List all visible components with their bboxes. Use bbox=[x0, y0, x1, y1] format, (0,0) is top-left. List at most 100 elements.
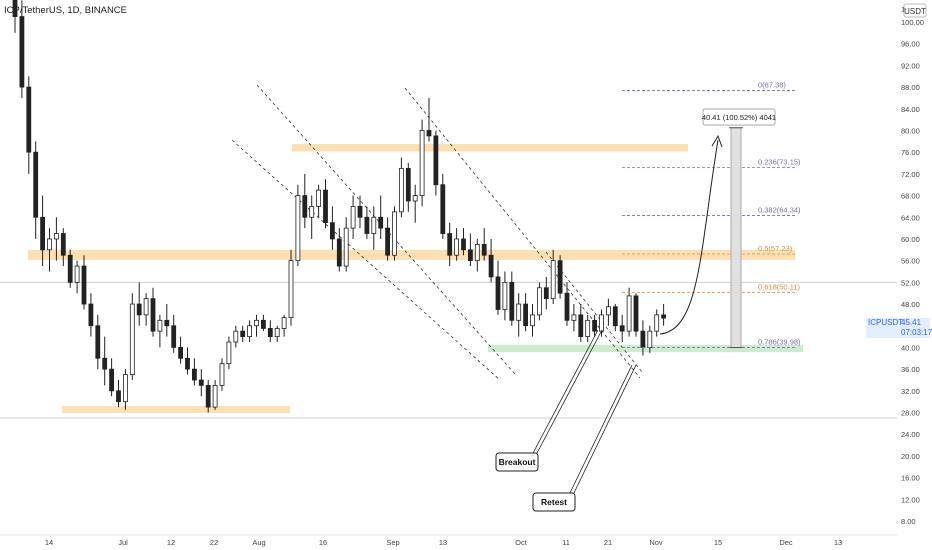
price-tick: 72.00 bbox=[901, 170, 920, 179]
candle-body bbox=[178, 347, 184, 359]
candle-body bbox=[26, 86, 32, 153]
candle-body bbox=[109, 368, 114, 392]
candle-body bbox=[419, 130, 425, 196]
candle-body bbox=[67, 254, 73, 283]
price-tick: 92.00 bbox=[901, 61, 920, 70]
candle-body bbox=[54, 233, 59, 240]
fib-label: 0(87.38) bbox=[758, 80, 786, 89]
price-tick: 68.00 bbox=[901, 192, 920, 201]
price-tick: 48.00 bbox=[901, 300, 920, 309]
candle-body bbox=[626, 295, 632, 332]
time-tick: 21 bbox=[604, 538, 612, 547]
candle-body bbox=[371, 216, 377, 234]
time-tick: 12 bbox=[167, 538, 175, 547]
time-tick: 14 bbox=[45, 538, 53, 547]
candle-body bbox=[191, 368, 197, 381]
candle-body bbox=[136, 303, 142, 316]
measure-label: 40.41 (100.52%) 4041 bbox=[702, 113, 776, 122]
candle-body bbox=[198, 379, 204, 386]
channel-line-2 bbox=[231, 139, 501, 381]
candle-body bbox=[47, 238, 52, 251]
projection-curve bbox=[659, 139, 719, 335]
candle-body bbox=[412, 195, 418, 202]
candle-body bbox=[123, 374, 128, 403]
price-tick: 12.00 bbox=[901, 495, 920, 504]
callouts-layer: Breakout Retest bbox=[495, 329, 637, 512]
candle-body bbox=[164, 319, 170, 327]
price-tick: 36.00 bbox=[901, 365, 920, 374]
candle-body bbox=[81, 265, 87, 305]
candle-body bbox=[474, 243, 480, 262]
zone-support-green bbox=[488, 344, 803, 353]
currency-badge bbox=[903, 3, 927, 18]
candle-body bbox=[336, 238, 342, 267]
price-tick: 28.00 bbox=[901, 409, 920, 418]
time-tick: 13 bbox=[834, 538, 842, 547]
candle-body bbox=[40, 216, 45, 251]
candle-body bbox=[461, 238, 466, 251]
candle-body bbox=[102, 357, 108, 370]
grid-layer bbox=[0, 281, 897, 419]
candle-body bbox=[385, 227, 391, 256]
candle-body bbox=[495, 276, 501, 310]
price-tick: 40.00 bbox=[901, 343, 920, 352]
callout-leader bbox=[535, 329, 603, 456]
candle-body bbox=[392, 211, 397, 256]
candle-body bbox=[467, 249, 473, 262]
candle-body bbox=[316, 189, 322, 207]
candle-body bbox=[619, 325, 625, 332]
time-axis[interactable]: 14 Jul 12 22 Aug 16 Sep 13 Oct 11 21 Nov 15 Dec 13 bbox=[0, 534, 897, 547]
candle-body bbox=[599, 314, 604, 332]
candle-body bbox=[654, 314, 660, 332]
candle-body bbox=[212, 385, 218, 408]
callout-label-retest: Retest bbox=[541, 497, 567, 507]
candle-body bbox=[454, 238, 460, 256]
candle-body bbox=[233, 330, 239, 343]
candle-body bbox=[288, 260, 294, 319]
candle-body bbox=[247, 325, 253, 337]
candle-body bbox=[509, 281, 515, 321]
candle-body bbox=[571, 314, 577, 321]
price-axis[interactable]: 1.00100.0096.0092.0088.0084.0080.0076.00… bbox=[866, 0, 932, 550]
last-price-symbol: ICPUSDT bbox=[868, 318, 903, 327]
candle-body bbox=[260, 319, 266, 329]
candle-body bbox=[88, 303, 94, 327]
candle-body bbox=[19, 16, 25, 88]
candle-body bbox=[205, 385, 211, 408]
candle-body bbox=[578, 314, 584, 337]
price-tick: 100.00 bbox=[901, 18, 924, 27]
time-axis-ticks: 14 Jul 12 22 Aug 16 Sep 13 Oct 11 21 Nov 15 Dec 13 bbox=[45, 538, 842, 547]
candle-body bbox=[323, 189, 328, 224]
candle-body bbox=[364, 216, 370, 234]
candle-body bbox=[295, 195, 301, 262]
candle-body bbox=[350, 206, 356, 229]
candle-body bbox=[592, 319, 597, 332]
time-tick: Aug bbox=[252, 538, 265, 547]
candle-body bbox=[33, 151, 39, 218]
candle-body bbox=[150, 298, 156, 332]
time-tick: Sep bbox=[386, 538, 399, 547]
candle-body bbox=[254, 319, 259, 327]
candle-body bbox=[185, 357, 190, 370]
time-tick: Jul bbox=[118, 538, 128, 547]
measure-label-box bbox=[702, 108, 776, 126]
candle-body bbox=[329, 222, 335, 240]
candle-body bbox=[74, 265, 80, 283]
candle-body bbox=[633, 295, 639, 332]
candle-body bbox=[516, 303, 522, 321]
callout-leader-2 bbox=[568, 364, 633, 496]
candle-body bbox=[129, 303, 135, 375]
price-tick: 64.00 bbox=[901, 213, 920, 222]
time-tick: 22 bbox=[210, 538, 218, 547]
currency-badge-label: USDT bbox=[904, 7, 926, 16]
candle-body bbox=[116, 390, 121, 403]
fib-label: 0.382(64.34) bbox=[758, 205, 801, 214]
price-tick: 96.00 bbox=[901, 40, 920, 49]
price-tick: 16.00 bbox=[901, 474, 920, 483]
candle-body bbox=[274, 328, 280, 337]
candle-body bbox=[405, 168, 411, 202]
candle-body bbox=[226, 341, 232, 365]
channel-line-3 bbox=[404, 87, 641, 379]
candle-body bbox=[612, 306, 618, 327]
